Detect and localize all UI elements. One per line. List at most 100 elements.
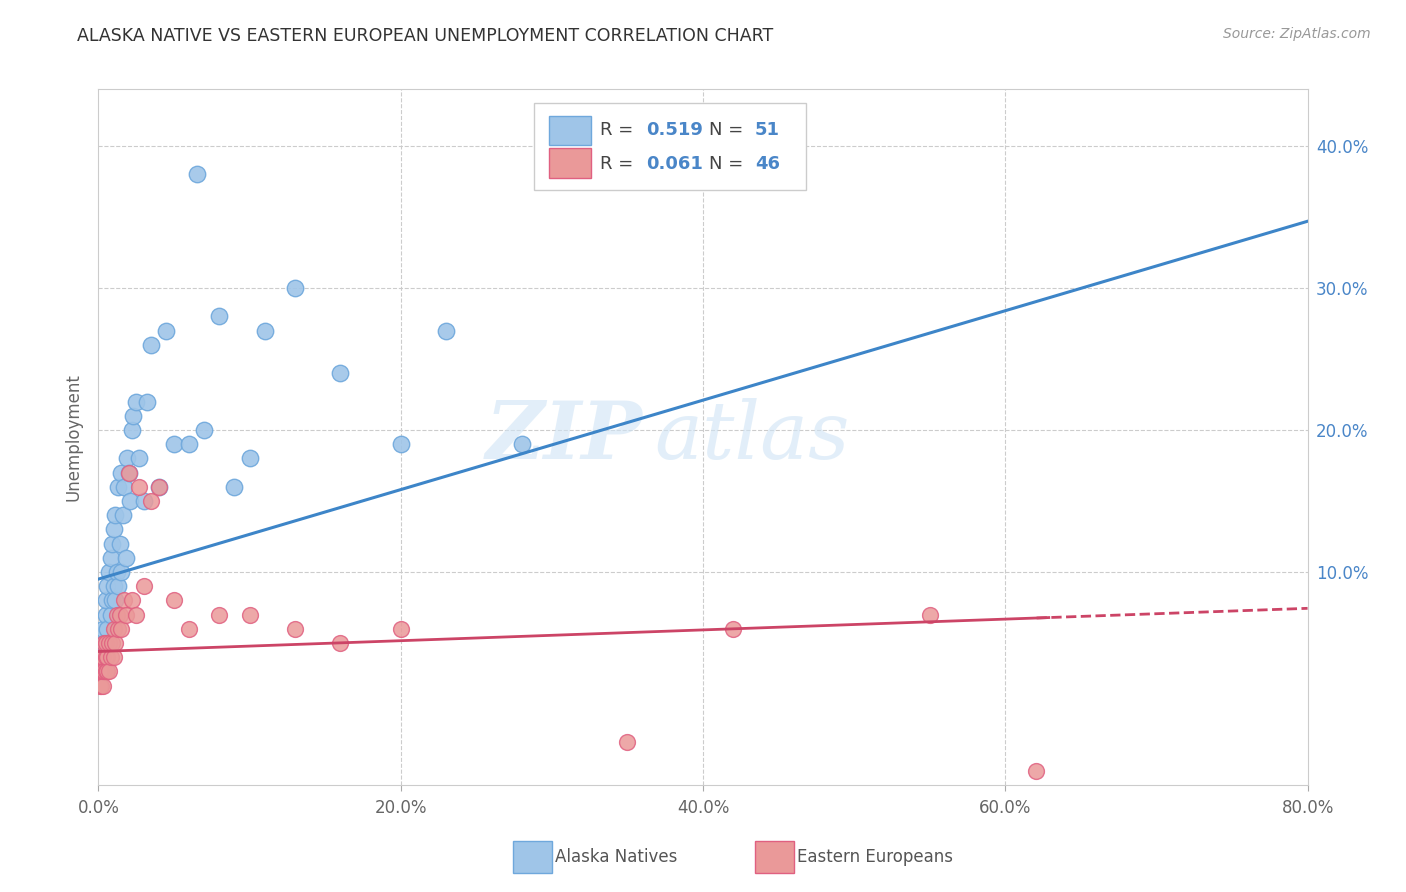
Point [132, 579, 155, 593]
Point [93, 636, 115, 650]
Point [115, 451, 138, 466]
Point [94, 650, 117, 665]
Point [284, 281, 307, 295]
Point [98, 665, 121, 679]
Text: 51: 51 [755, 121, 780, 139]
FancyBboxPatch shape [755, 841, 794, 873]
Point [104, 593, 127, 607]
FancyBboxPatch shape [513, 841, 551, 873]
Point [96, 579, 118, 593]
Point [96, 650, 118, 665]
Point [141, 338, 163, 352]
Point [148, 480, 170, 494]
Point [389, 437, 412, 451]
Point [90, 650, 112, 665]
Text: 0.061: 0.061 [647, 154, 703, 173]
Text: N =: N = [709, 154, 749, 173]
Text: 46: 46 [755, 154, 780, 173]
Point [100, 550, 122, 565]
Point [329, 636, 352, 650]
Point [389, 622, 412, 636]
Point [510, 437, 533, 451]
Point [155, 324, 177, 338]
Point [112, 480, 135, 494]
Point [125, 607, 148, 622]
Point [163, 437, 186, 451]
Point [90, 679, 112, 693]
Text: R =: R = [600, 154, 640, 173]
Text: ALASKA NATIVE VS EASTERN EUROPEAN UNEMPLOYMENT CORRELATION CHART: ALASKA NATIVE VS EASTERN EUROPEAN UNEMPL… [77, 27, 773, 45]
Point [141, 494, 163, 508]
Point [120, 494, 142, 508]
Point [179, 437, 201, 451]
Point [239, 607, 262, 622]
Point [253, 324, 276, 338]
Point [107, 622, 129, 636]
Text: atlas: atlas [655, 399, 851, 475]
Text: 0.519: 0.519 [647, 121, 703, 139]
Point [723, 622, 745, 636]
Point [90, 665, 112, 679]
Point [125, 394, 148, 409]
Point [121, 423, 143, 437]
Point [100, 650, 122, 665]
Point [94, 607, 117, 622]
Point [121, 593, 143, 607]
Point [179, 622, 201, 636]
Point [111, 508, 134, 523]
Point [110, 565, 132, 579]
Point [101, 636, 124, 650]
Point [110, 466, 132, 480]
Point [434, 324, 457, 338]
Point [114, 550, 136, 565]
Point [110, 622, 132, 636]
Point [101, 536, 124, 550]
Point [108, 536, 131, 550]
Point [98, 636, 121, 650]
Point [107, 480, 129, 494]
Point [193, 423, 215, 437]
Point [98, 636, 121, 650]
Point [98, 565, 121, 579]
Point [93, 665, 115, 679]
Text: Alaska Natives: Alaska Natives [555, 848, 678, 866]
Point [100, 607, 122, 622]
Point [1024, 764, 1046, 778]
Point [89, 665, 111, 679]
Point [96, 665, 118, 679]
Point [93, 636, 115, 650]
Point [103, 622, 125, 636]
Point [616, 735, 638, 749]
Point [107, 579, 129, 593]
Point [91, 622, 114, 636]
Point [163, 593, 186, 607]
Point [132, 494, 155, 508]
Point [284, 622, 307, 636]
FancyBboxPatch shape [550, 116, 591, 145]
Point [104, 636, 127, 650]
Point [224, 480, 246, 494]
Point [103, 579, 125, 593]
Point [90, 650, 112, 665]
Point [148, 480, 170, 494]
Point [103, 650, 125, 665]
Point [91, 650, 114, 665]
Point [329, 366, 352, 380]
Point [91, 665, 114, 679]
Point [94, 593, 117, 607]
Text: R =: R = [600, 121, 640, 139]
Point [135, 394, 157, 409]
Point [94, 636, 117, 650]
Point [128, 451, 150, 466]
Point [112, 593, 135, 607]
Point [122, 409, 145, 423]
Point [96, 622, 118, 636]
Point [101, 593, 124, 607]
Point [186, 168, 208, 182]
Text: ZIP: ZIP [485, 399, 643, 475]
Point [108, 607, 131, 622]
Point [104, 508, 127, 523]
FancyBboxPatch shape [534, 103, 806, 190]
Point [91, 679, 114, 693]
Point [89, 679, 111, 693]
